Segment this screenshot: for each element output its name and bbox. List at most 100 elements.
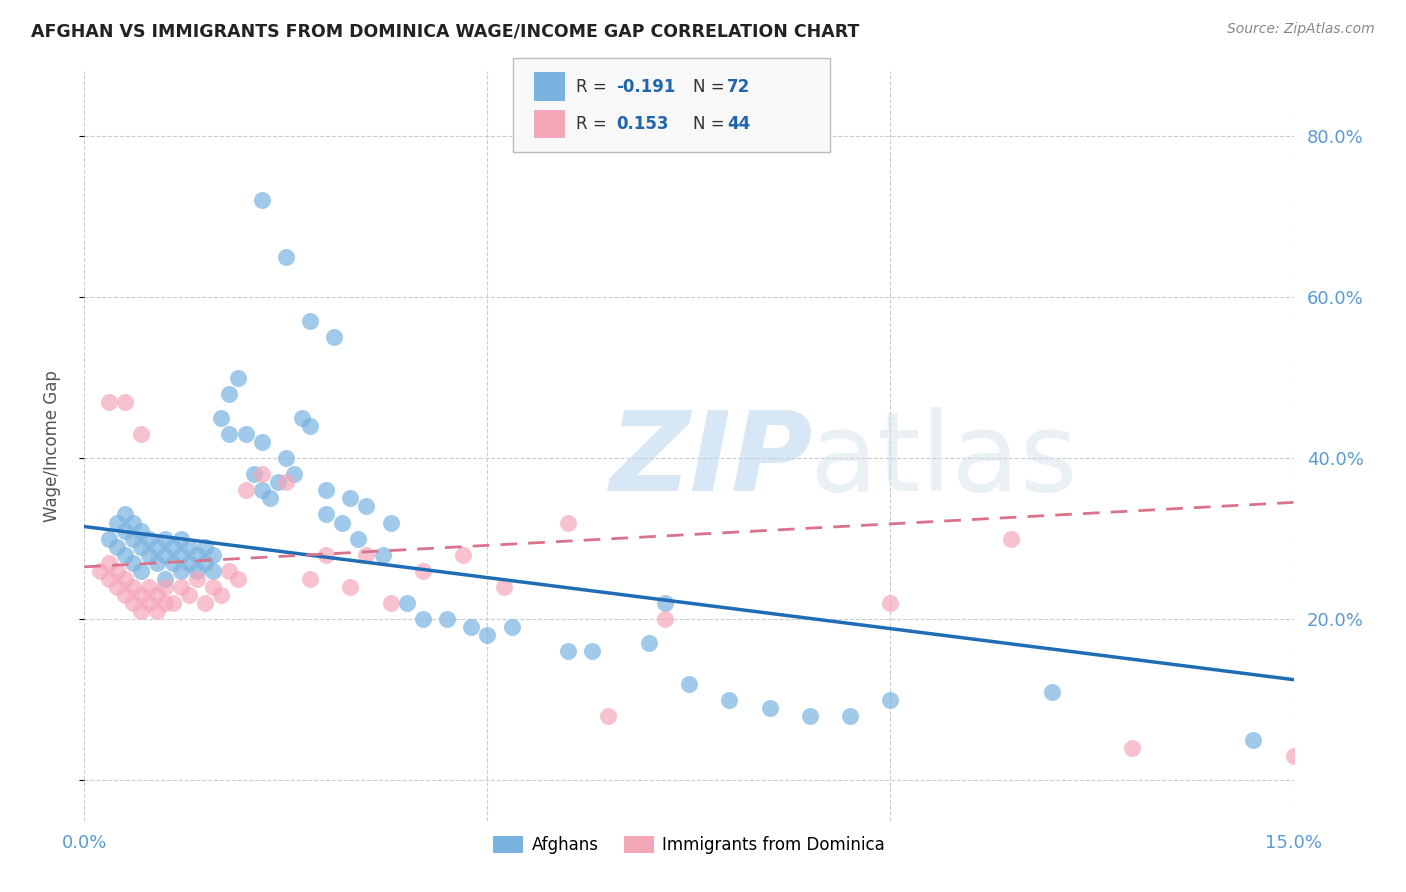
Point xyxy=(758,701,780,715)
Point xyxy=(250,434,273,449)
Point xyxy=(97,572,120,586)
Point xyxy=(194,556,217,570)
Point xyxy=(114,524,136,538)
Text: 44: 44 xyxy=(727,115,751,133)
Point xyxy=(97,532,120,546)
Point xyxy=(380,516,402,530)
Point xyxy=(339,491,361,506)
Point xyxy=(186,564,208,578)
Point xyxy=(380,596,402,610)
Point xyxy=(1282,749,1305,764)
Point xyxy=(146,604,169,618)
Point xyxy=(153,596,176,610)
Point xyxy=(202,548,225,562)
Point xyxy=(121,580,143,594)
Point xyxy=(129,524,152,538)
Point xyxy=(186,572,208,586)
Point xyxy=(218,564,240,578)
Point xyxy=(114,588,136,602)
Point xyxy=(501,620,523,634)
Point xyxy=(179,540,201,554)
Point xyxy=(1121,741,1143,756)
Point xyxy=(114,394,136,409)
Point xyxy=(1040,684,1063,698)
Point xyxy=(274,250,297,264)
Point xyxy=(138,580,160,594)
Point xyxy=(460,620,482,634)
Point xyxy=(146,588,169,602)
Point xyxy=(121,516,143,530)
Point xyxy=(170,564,193,578)
Point xyxy=(153,572,176,586)
Point xyxy=(89,564,111,578)
Point xyxy=(436,612,458,626)
Point xyxy=(129,604,152,618)
Point xyxy=(250,194,273,208)
Point xyxy=(138,548,160,562)
Point xyxy=(291,410,314,425)
Point xyxy=(186,548,208,562)
Point xyxy=(557,644,579,658)
Point xyxy=(209,588,232,602)
Point xyxy=(259,491,281,506)
Point xyxy=(162,540,184,554)
Point xyxy=(114,548,136,562)
Point xyxy=(129,540,152,554)
Point xyxy=(153,532,176,546)
Point xyxy=(209,410,232,425)
Point xyxy=(339,580,361,594)
Point xyxy=(637,636,659,650)
Point xyxy=(267,475,290,490)
Point xyxy=(347,532,370,546)
Point xyxy=(839,709,862,723)
Point xyxy=(718,693,741,707)
Point xyxy=(1000,532,1022,546)
Point xyxy=(799,709,821,723)
Y-axis label: Wage/Income Gap: Wage/Income Gap xyxy=(42,370,60,522)
Text: R =: R = xyxy=(576,115,617,133)
Point xyxy=(114,508,136,522)
Point xyxy=(194,596,217,610)
Point xyxy=(202,564,225,578)
Point xyxy=(879,693,901,707)
Point xyxy=(315,483,337,498)
Point xyxy=(395,596,418,610)
Point xyxy=(153,548,176,562)
Point xyxy=(242,467,264,482)
Text: Source: ZipAtlas.com: Source: ZipAtlas.com xyxy=(1227,22,1375,37)
Point xyxy=(654,612,676,626)
Point xyxy=(299,418,322,433)
Point xyxy=(299,572,322,586)
Point xyxy=(138,596,160,610)
Legend: Afghans, Immigrants from Dominica: Afghans, Immigrants from Dominica xyxy=(486,830,891,861)
Point xyxy=(129,588,152,602)
Point xyxy=(179,556,201,570)
Point xyxy=(162,556,184,570)
Point xyxy=(194,540,217,554)
Point xyxy=(477,628,499,642)
Point xyxy=(235,426,257,441)
Point xyxy=(129,564,152,578)
Text: -0.191: -0.191 xyxy=(616,78,675,95)
Point xyxy=(250,483,273,498)
Point xyxy=(323,330,346,344)
Point xyxy=(451,548,474,562)
Point xyxy=(121,556,143,570)
Point xyxy=(330,516,353,530)
Point xyxy=(226,572,249,586)
Point xyxy=(105,580,128,594)
Point xyxy=(179,588,201,602)
Point xyxy=(146,540,169,554)
Point xyxy=(412,564,434,578)
Text: AFGHAN VS IMMIGRANTS FROM DOMINICA WAGE/INCOME GAP CORRELATION CHART: AFGHAN VS IMMIGRANTS FROM DOMINICA WAGE/… xyxy=(31,22,859,40)
Point xyxy=(97,556,120,570)
Point xyxy=(129,426,152,441)
Point xyxy=(170,532,193,546)
Point xyxy=(202,580,225,594)
Text: N =: N = xyxy=(693,78,730,95)
Point xyxy=(315,508,337,522)
Point xyxy=(226,370,249,384)
Point xyxy=(356,500,378,514)
Point xyxy=(283,467,305,482)
Point xyxy=(879,596,901,610)
